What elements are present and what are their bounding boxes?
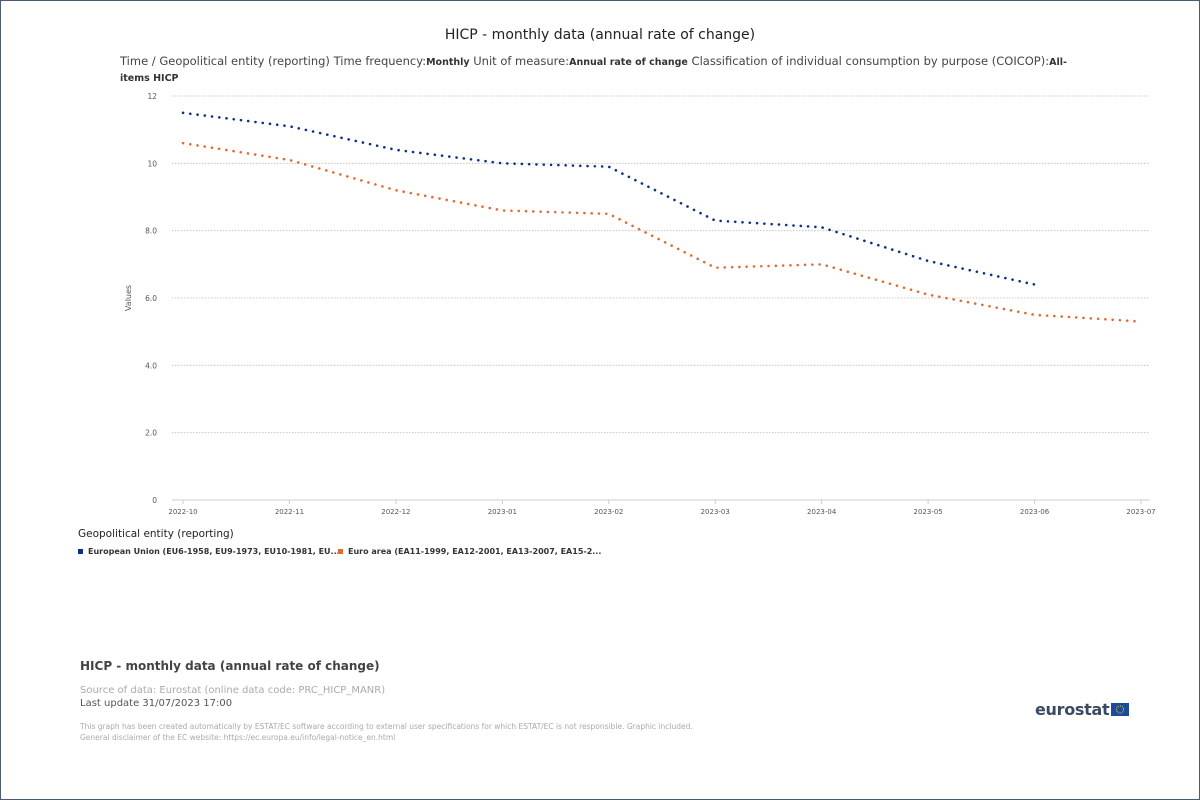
legend-label-eu: European Union (EU6-1958, EU9-1973, EU10…	[88, 547, 340, 556]
legend-title: Geopolitical entity (reporting)	[78, 528, 234, 540]
x-tick-label: 2023-05	[913, 508, 942, 516]
legend-item-euro-area[interactable]: Euro area (EA11-1999, EA12-2001, EA13-20…	[338, 547, 601, 556]
y-tick-label: 0	[152, 496, 157, 505]
footer-last-update: Last update 31/07/2023 17:00	[80, 698, 233, 709]
series-line-eu	[181, 111, 1036, 286]
chart-subtitle: Time / Geopolitical entity (reporting) T…	[120, 54, 1085, 86]
y-tick-label: 6.0	[145, 294, 157, 303]
subtitle-unit: Annual rate of change	[569, 57, 688, 68]
legend-label-euro-area: Euro area (EA11-1999, EA12-2001, EA13-20…	[348, 547, 602, 556]
legend-item-eu[interactable]: European Union (EU6-1958, EU9-1973, EU10…	[78, 547, 340, 556]
footer-source: Source of data: Eurostat (online data co…	[80, 685, 386, 696]
eu-flag-icon	[1111, 703, 1130, 716]
y-tick-label: 12	[147, 92, 157, 101]
subtitle-coicop-label: Classification of individual consumption…	[687, 54, 1050, 68]
legend-swatch-eu	[78, 549, 83, 554]
x-tick-label: 2023-03	[701, 508, 730, 516]
legend-swatch-euro-area	[338, 549, 343, 554]
series-line-euro-area	[181, 141, 1143, 323]
y-axis-label: Values	[124, 285, 133, 311]
y-tick-label: 4.0	[145, 361, 157, 370]
footer-disclaimer-1: This graph has been created automaticall…	[80, 722, 693, 731]
subtitle-unit-label: Unit of measure:	[469, 54, 570, 68]
footer-disclaimer-2: General disclaimer of the EC website: ht…	[80, 733, 396, 742]
eurostat-logo: eurostat	[1035, 700, 1130, 719]
x-tick-label: 2022-11	[275, 508, 304, 516]
y-tick-label: 8.0	[145, 227, 157, 236]
x-tick-label: 2023-02	[594, 508, 623, 516]
footer-title: HICP - monthly data (annual rate of chan…	[80, 659, 380, 673]
y-tick-label: 2.0	[145, 429, 157, 438]
subtitle-prefix: Time / Geopolitical entity (reporting) T…	[120, 54, 427, 68]
eurostat-logo-text: eurostat	[1035, 700, 1110, 719]
x-tick-label: 2022-10	[168, 508, 197, 516]
x-tick-label: 2023-04	[807, 508, 837, 516]
subtitle-coicop: All-items HICP	[120, 57, 1067, 84]
x-tick-label: 2023-07	[1126, 508, 1155, 516]
chart-title: HICP - monthly data (annual rate of chan…	[444, 27, 756, 43]
x-tick-label: 2023-01	[488, 508, 517, 516]
subtitle-frequency: Monthly	[426, 57, 470, 68]
x-tick-label: 2022-12	[381, 508, 410, 516]
x-tick-label: 2023-06	[1020, 508, 1050, 516]
y-tick-label: 10	[147, 159, 157, 168]
